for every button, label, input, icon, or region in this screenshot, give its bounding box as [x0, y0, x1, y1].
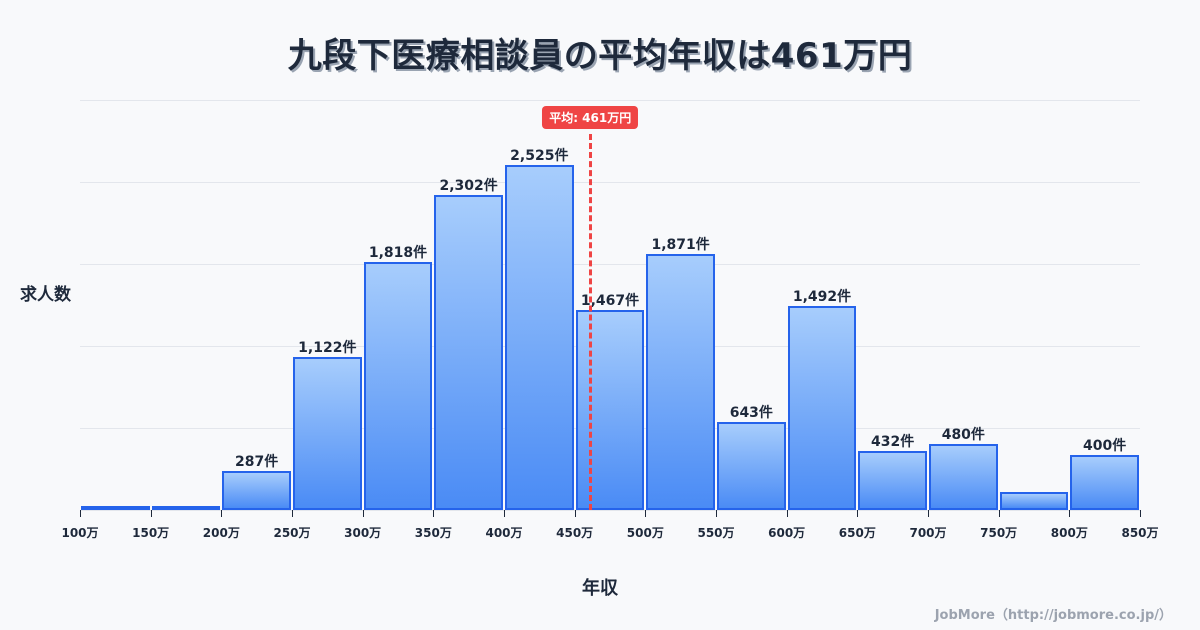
mean-line — [589, 134, 593, 510]
bar-value-label: 480件 — [941, 427, 985, 444]
x-axis-tick — [504, 510, 505, 517]
histogram-bar[interactable] — [787, 306, 857, 510]
x-axis-tick — [433, 510, 435, 517]
x-axis-tick — [80, 510, 81, 517]
x-axis-tick-label: 800万 — [1050, 526, 1088, 540]
histogram-bar[interactable] — [999, 492, 1069, 510]
bar-value-label: 643件 — [729, 405, 773, 422]
bar-value-label: 1,871件 — [651, 237, 710, 254]
x-axis-tick — [645, 510, 647, 517]
plot-area: 287件 1,122件 1,818件 2,302件 2,525件 1,467件 1,871件… — [61, 100, 1159, 540]
histogram-bar[interactable] — [434, 195, 503, 510]
bar-value-label: 287件 — [235, 453, 279, 470]
x-axis-tick-label: 850万 — [1121, 526, 1159, 540]
x-axis-tick-label: 500万 — [626, 526, 664, 540]
y-axis-label: 求人数 — [20, 285, 71, 305]
x-axis-tick-label: 550万 — [697, 526, 735, 540]
x-axis-tick-label: 250万 — [273, 526, 311, 540]
bar-value-label: 1,818件 — [368, 244, 428, 261]
histogram-bar[interactable] — [1070, 455, 1139, 510]
histogram-bar[interactable] — [575, 309, 645, 510]
x-axis-tick — [1140, 510, 1141, 517]
x-axis-tick-label: 750万 — [980, 526, 1018, 540]
gridline — [80, 182, 1140, 183]
mean-badge: 平均: 461万円 — [542, 106, 639, 129]
x-axis-tick-label: 650万 — [838, 526, 876, 540]
histogram-bar[interactable] — [858, 450, 927, 510]
histogram-bar[interactable] — [293, 356, 362, 510]
x-axis-tick — [998, 510, 1000, 517]
gridline — [80, 510, 1140, 511]
x-axis-tick-label: 600万 — [768, 526, 806, 540]
x-axis-tick-label: 400万 — [485, 526, 523, 540]
histogram-bar[interactable] — [151, 506, 221, 510]
bar-value-label: 1,122件 — [298, 339, 357, 356]
histogram-bar[interactable] — [929, 444, 998, 510]
x-axis-label: 年収 — [582, 578, 618, 599]
x-axis-tick — [857, 510, 859, 517]
histogram-bar[interactable] — [646, 254, 715, 510]
bar-value-label: 1,467件 — [580, 292, 640, 309]
x-axis-tick — [928, 510, 929, 517]
x-axis-tick-label: 350万 — [414, 526, 452, 540]
histogram-bar[interactable] — [717, 422, 786, 510]
x-axis-tick — [786, 510, 788, 517]
histogram-bar[interactable] — [363, 261, 433, 510]
x-axis-tick — [574, 510, 576, 517]
gridline — [80, 264, 1140, 265]
bar-value-label: 2,302件 — [439, 178, 498, 195]
x-axis-tick-label: 150万 — [132, 526, 170, 540]
chart-title: 九段下医療相談員の平均年収は461万円 — [287, 36, 913, 76]
gridline — [80, 100, 1140, 101]
x-axis-tick-label: 200万 — [202, 526, 240, 540]
x-axis-tick-label: 450万 — [556, 526, 594, 540]
x-axis-tick-label: 100万 — [61, 526, 99, 540]
x-axis-tick — [716, 510, 717, 517]
x-axis-tick-label: 700万 — [909, 526, 947, 540]
histogram-bar[interactable] — [222, 470, 291, 510]
bar-value-label: 400件 — [1083, 438, 1127, 455]
x-axis-tick — [292, 510, 293, 517]
x-axis-tick — [221, 510, 223, 517]
x-axis-tick — [362, 510, 364, 517]
x-axis-tick — [150, 510, 152, 517]
source-credit: JobMore（http://jobmore.co.jp/） — [934, 608, 1172, 623]
x-axis-tick — [1069, 510, 1071, 517]
histogram-bar[interactable] — [505, 164, 574, 510]
bar-value-label: 432件 — [871, 433, 915, 450]
bar-value-label: 1,492件 — [792, 289, 852, 306]
histogram-bar[interactable] — [81, 506, 150, 510]
x-axis-tick-label: 300万 — [344, 526, 382, 540]
bar-value-label: 2,525件 — [510, 147, 569, 164]
